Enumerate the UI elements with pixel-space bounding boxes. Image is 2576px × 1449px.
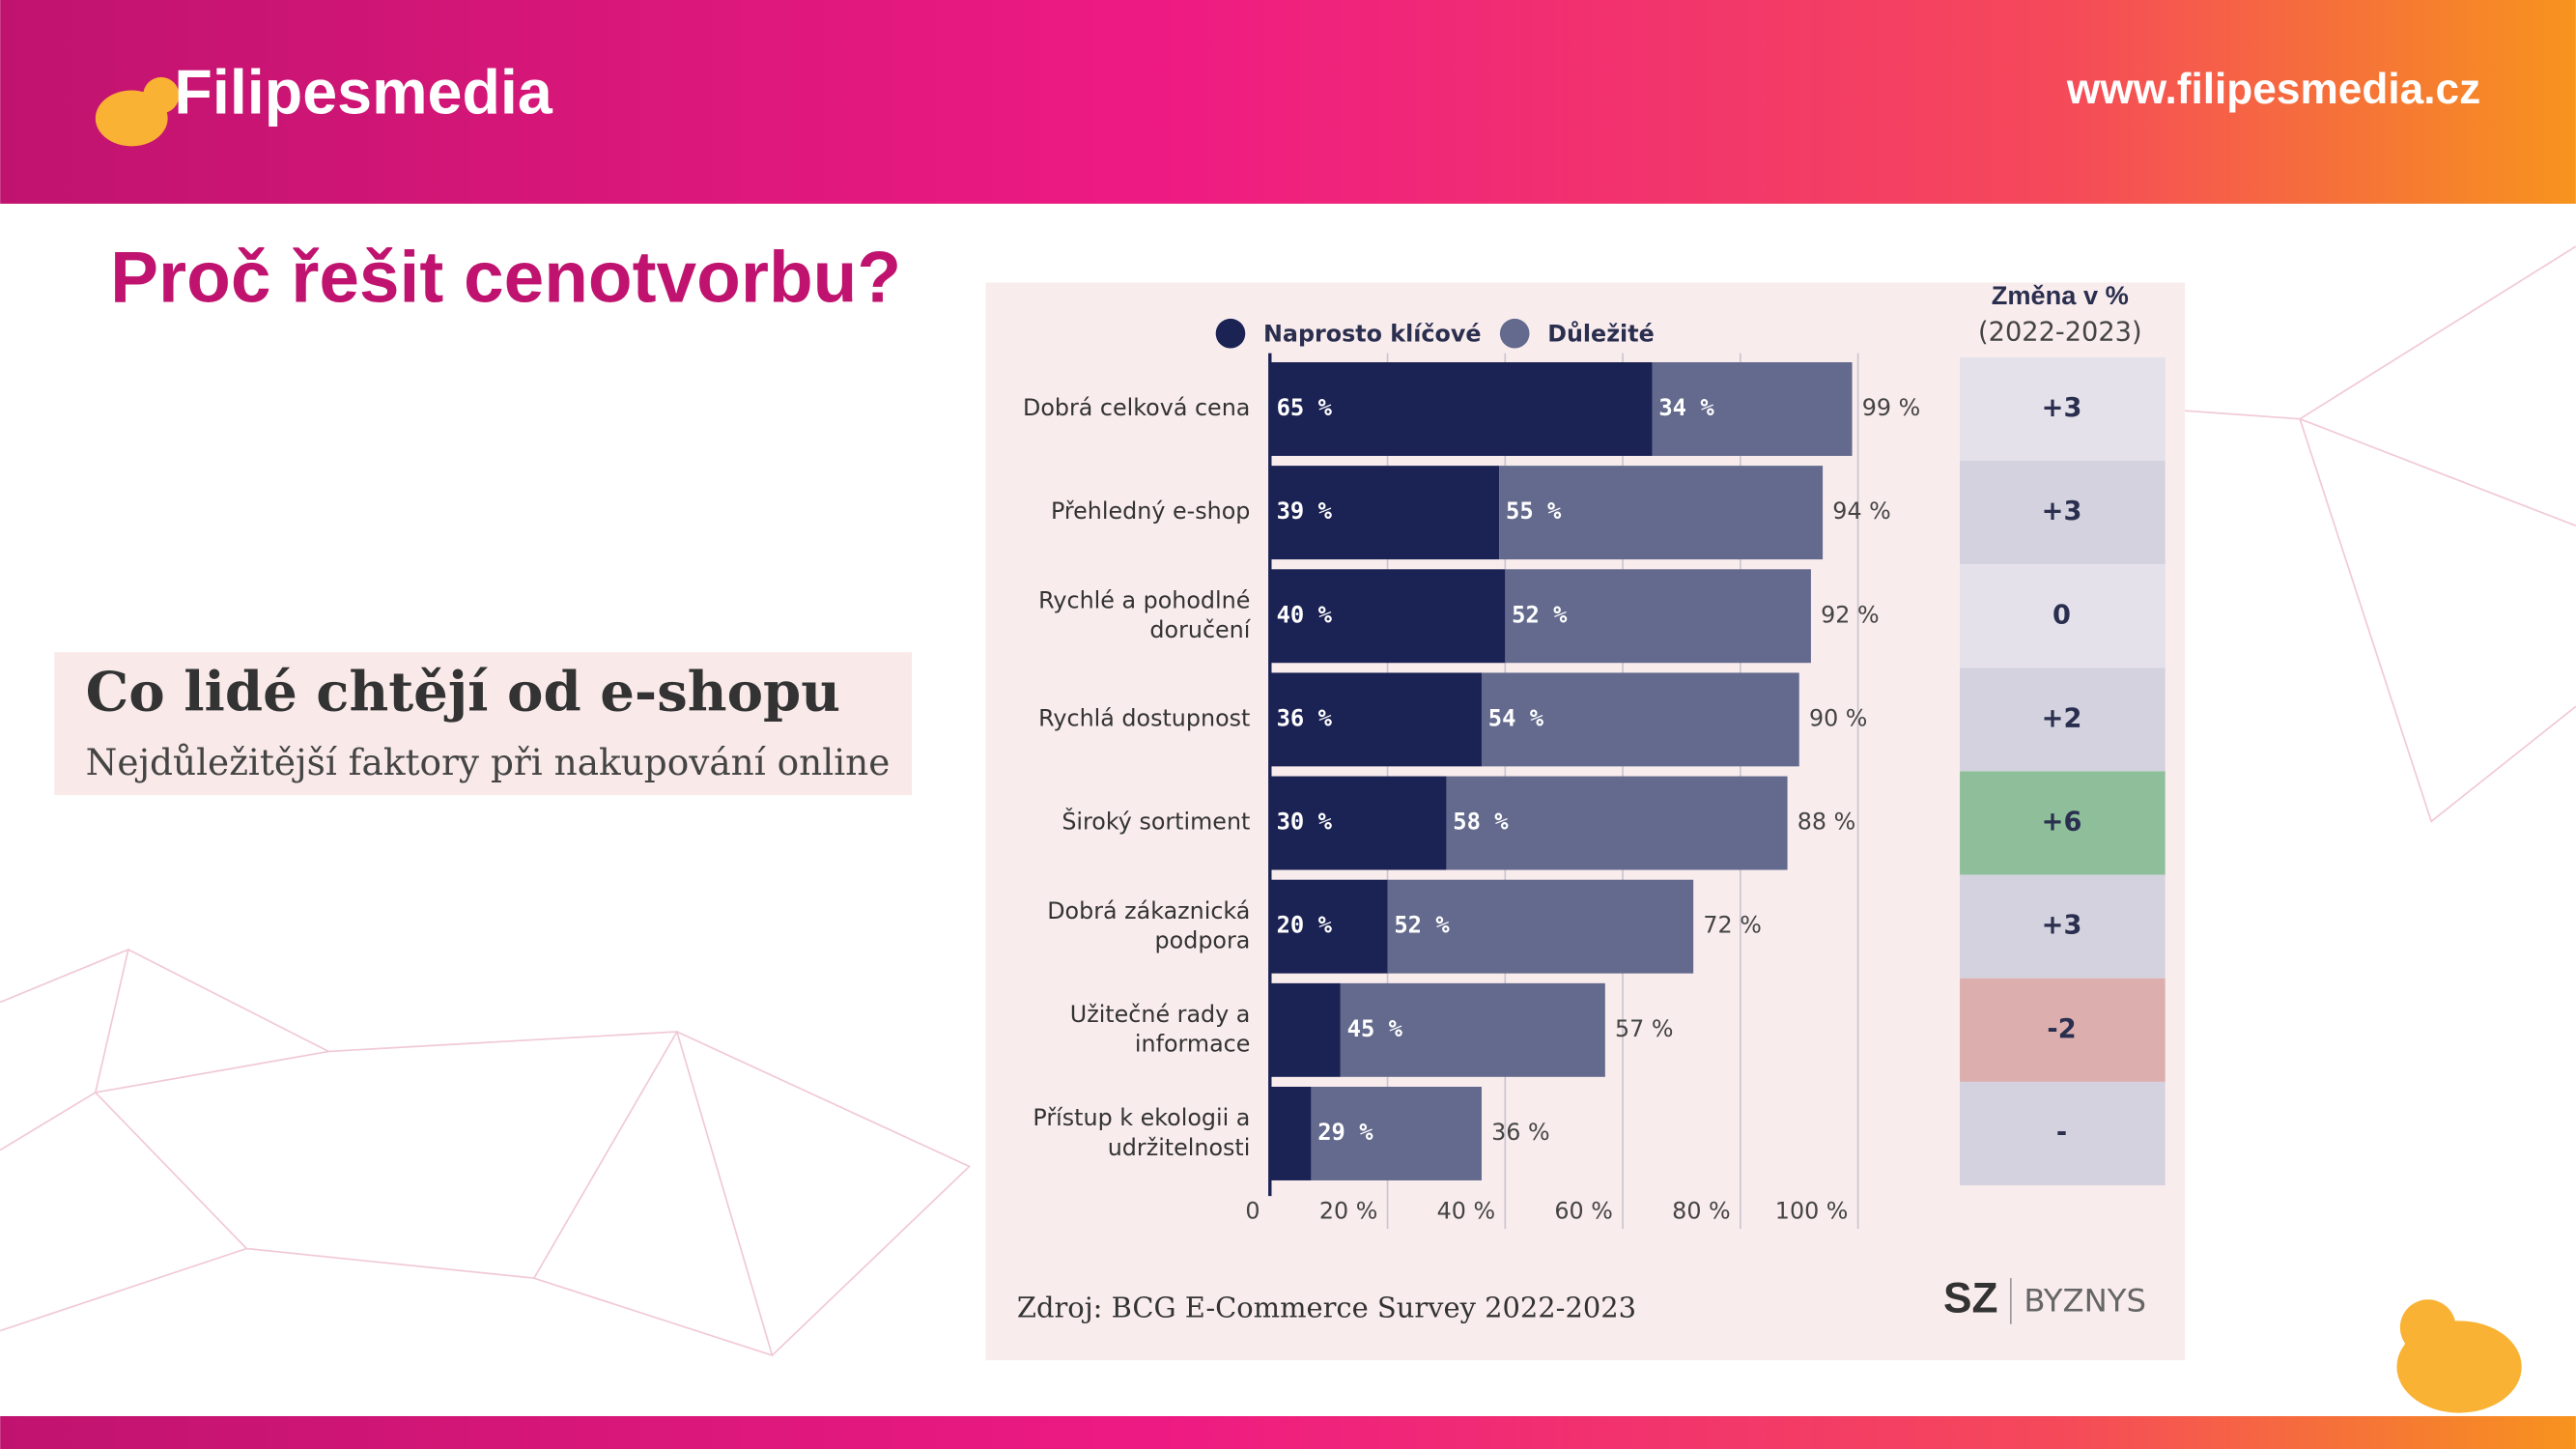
value-label: 65 % [1277,394,1333,421]
x-tick-label: 80 % [1672,1198,1730,1225]
slide-title: Proč řešit cenotvorbu? [110,236,901,317]
bar-segment [1481,672,1799,767]
change-label: - [2056,1118,2067,1148]
x-tick-label: 60 % [1554,1198,1612,1225]
bar-segment [1269,672,1482,767]
change-label: +6 [2042,808,2082,838]
category-label: Široký sortiment [1062,809,1250,836]
change-cell [1960,978,2166,1082]
publisher-mark: SZ [1943,1275,1997,1322]
bar-segment [1269,1087,1312,1180]
change-label: +3 [2042,911,2082,941]
bar-segment [1269,982,1341,1077]
corner-dog-icon [2396,1299,2522,1413]
change-subtitle: (2022-2023) [1978,318,2142,348]
change-label: +3 [2042,497,2082,526]
chart-subtitle: Nejdůležitější faktory při nakupování on… [86,741,891,783]
bar-segment [1446,776,1788,870]
category-label: Užitečné rady a informace [1070,1001,1251,1058]
bar-segment [1499,466,1824,560]
value-label: 52 % [1512,601,1568,628]
change-cell [1960,771,2166,875]
category-label: Dobrá celková cena [1023,394,1250,421]
value-label: 45 % [1347,1015,1403,1042]
legend-swatch [1215,318,1246,349]
change-cell [1960,356,2166,462]
total-label: 94 % [1832,497,1890,525]
category-label: Rychlé a pohodlné doručení [1038,586,1252,643]
value-label: 34 % [1658,394,1714,421]
value-label: 30 % [1277,809,1333,836]
value-label: 36 % [1277,704,1333,731]
brand-logo-icon [95,76,180,147]
change-cell [1960,668,2166,772]
change-cell [1960,461,2166,565]
category-label: Přístup k ekologii a udržitelnosti [1033,1104,1250,1161]
total-label: 92 % [1821,601,1879,628]
bar-segment [1340,982,1605,1077]
category-label: Rychlá dostupnost [1038,704,1250,731]
change-cell [1960,874,2166,979]
bar-segment [1269,466,1500,560]
legend-label: Naprosto klíčové [1263,320,1482,347]
header-band [0,0,2576,204]
bar-segment [1387,879,1694,974]
value-label: 39 % [1277,497,1333,525]
bar-segment [1269,776,1447,870]
change-label: +2 [2042,703,2082,733]
category-label: Přehledný e-shop [1051,497,1250,525]
total-label: 88 % [1798,809,1855,836]
chart-source: Zdroj: BCG E-Commerce Survey 2022-2023 [1017,1291,1636,1323]
x-tick-label: 0 [1245,1198,1260,1225]
bar-segment [1311,1087,1482,1180]
bar-segment [1269,879,1388,974]
change-label: -2 [2047,1014,2076,1044]
bar-segment [1269,569,1506,664]
value-label: 40 % [1277,601,1333,628]
bar-segment [1269,362,1653,456]
bar-segment [1652,362,1853,456]
chart-title: Co lidé chtějí od e-shopu [86,661,840,724]
change-cell [1960,564,2166,668]
change-label: +3 [2042,393,2082,423]
value-label: 54 % [1488,704,1544,731]
total-label: 72 % [1703,912,1761,939]
site-url: www.filipesmedia.cz [2066,66,2480,113]
change-label: 0 [2052,600,2071,630]
x-tick-label: 40 % [1437,1198,1495,1225]
footer-band [0,1415,2576,1449]
legend-swatch [1499,318,1530,349]
legend-label: Důležité [1547,320,1655,347]
total-label: 57 % [1615,1015,1673,1042]
value-label: 29 % [1317,1119,1373,1146]
change-title: Změna v % [1992,280,2129,310]
background-pattern [0,245,2576,1357]
brand-name: Filipesmedia [174,57,552,127]
total-label: 90 % [1809,704,1867,731]
bar-segment [1505,569,1811,664]
x-tick-label: 100 % [1775,1198,1849,1225]
publisher-name: BYZNYS [2024,1283,2146,1320]
value-label: 55 % [1506,497,1562,525]
x-tick-label: 20 % [1319,1198,1377,1225]
change-cell [1960,1081,2166,1186]
total-label: 99 % [1862,394,1920,421]
value-label: 20 % [1277,912,1333,939]
value-label: 58 % [1453,809,1509,836]
chart-title-box [54,652,913,796]
value-label: 52 % [1394,912,1450,939]
category-label: Dobrá zákaznická podpora [1047,896,1250,953]
total-label: 36 % [1491,1119,1549,1146]
